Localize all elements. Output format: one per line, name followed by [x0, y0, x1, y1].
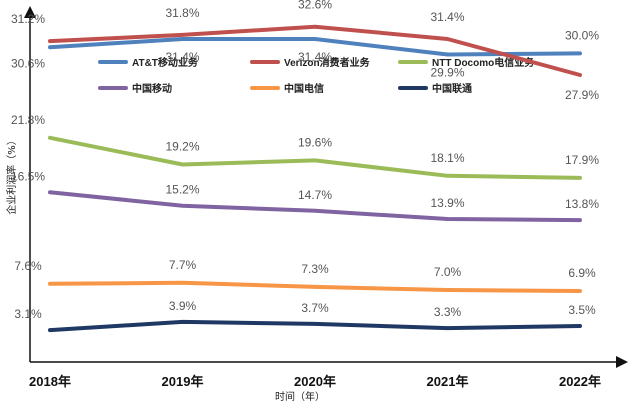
y-axis-title: 企业利润率（%） — [5, 135, 18, 215]
x-tick-label: 2020年 — [294, 374, 336, 389]
series-line-1 — [48, 37, 582, 57]
series-line-5 — [48, 280, 582, 293]
data-label: 31.8% — [165, 6, 199, 20]
legend-label: AT&T移动业务 — [132, 56, 199, 69]
x-tick-label: 2022年 — [559, 374, 601, 389]
data-label: 18.1% — [430, 151, 464, 165]
legend-label: 中国电信 — [284, 82, 324, 95]
data-label: 3.9% — [169, 299, 197, 313]
data-label: 27.9% — [565, 88, 599, 102]
data-label: 3.3% — [434, 305, 462, 319]
data-label: 16.5% — [11, 169, 45, 183]
legend-label: 中国联通 — [432, 82, 472, 95]
data-label: 3.5% — [568, 303, 596, 317]
x-axis-title: 时间（年） — [275, 390, 325, 403]
series-line-2 — [48, 24, 582, 77]
data-label: 17.9% — [565, 153, 599, 167]
data-label: 19.2% — [165, 140, 199, 154]
legend-label: NTT Docomo电信业务 — [432, 56, 535, 69]
data-label: 31.4% — [430, 10, 464, 24]
data-label: 30.6% — [11, 56, 45, 70]
data-label: 3.7% — [301, 301, 329, 315]
data-label: 6.9% — [568, 266, 596, 280]
x-tick-label: 2018年 — [29, 374, 71, 389]
data-labels: 30.6% 31.4% 31.4% 29.9% 30.0% 31.2% 31.8% 32.6%… — [11, 0, 599, 321]
data-label: 7.6% — [14, 259, 42, 273]
data-label: 29.9% — [430, 66, 464, 80]
data-label: 30.0% — [565, 28, 599, 42]
legend-label: 中国移动 — [132, 82, 172, 95]
data-label: 19.6% — [298, 135, 332, 149]
series-lines — [48, 24, 582, 333]
x-tick-label: 2019年 — [162, 374, 204, 389]
x-tick-labels: 2018年 2019年 2020年 2021年 2022年 — [29, 374, 601, 389]
data-label: 7.7% — [169, 258, 197, 272]
data-label: 31.4% — [298, 50, 332, 64]
data-label: 13.9% — [430, 196, 464, 210]
x-tick-label: 2021年 — [427, 374, 469, 389]
data-label: 7.0% — [434, 265, 462, 279]
data-label: 32.6% — [298, 0, 332, 12]
data-label: 3.1% — [14, 307, 42, 321]
series-line-4 — [48, 190, 582, 223]
data-label: 15.2% — [165, 183, 199, 197]
data-label: 13.8% — [565, 197, 599, 211]
data-label: 31.4% — [165, 50, 199, 64]
series-line-6 — [48, 319, 582, 333]
data-label: 7.3% — [301, 262, 329, 276]
data-label: 31.2% — [11, 12, 45, 26]
data-label: 14.7% — [298, 188, 332, 202]
legend-label: Verizon消费者业务 — [284, 56, 371, 69]
series-line-3 — [48, 135, 582, 180]
data-label: 21.8% — [11, 113, 45, 127]
